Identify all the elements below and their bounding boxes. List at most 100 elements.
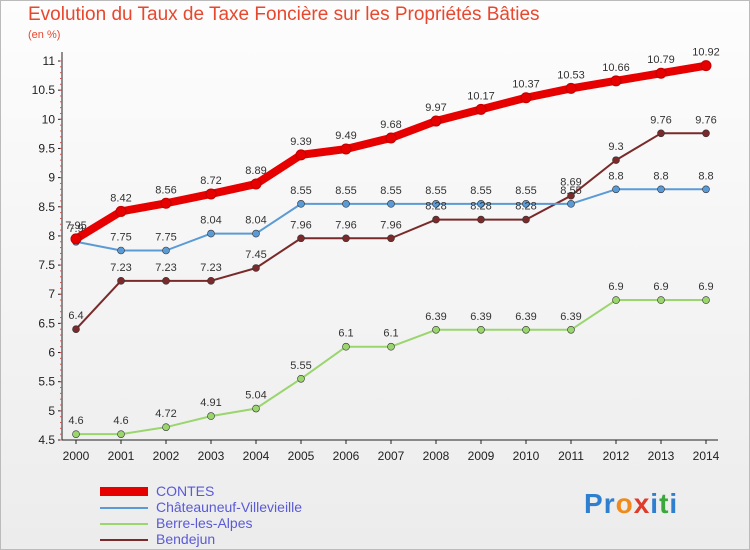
data-point	[522, 215, 530, 224]
data-point	[252, 404, 260, 413]
data-point	[432, 215, 440, 224]
data-label: 8.28	[425, 201, 446, 213]
x-tick-label: 2014	[693, 449, 720, 463]
data-point	[252, 264, 260, 272]
data-label: 8.69	[560, 177, 581, 189]
data-point	[657, 296, 665, 304]
data-label: 8.55	[515, 185, 536, 197]
data-point	[72, 430, 80, 438]
data-label: 6.1	[338, 328, 353, 340]
data-point	[522, 200, 530, 208]
data-point	[567, 325, 575, 334]
data-point	[655, 67, 667, 79]
data-point	[432, 325, 440, 334]
data-point	[477, 215, 485, 224]
data-point	[342, 342, 350, 351]
data-point	[295, 149, 307, 161]
data-label: 9.76	[695, 114, 716, 126]
data-label: 9.3	[608, 141, 623, 153]
data-label: 7.9	[68, 223, 83, 235]
data-point	[342, 234, 350, 243]
x-tick-label: 2013	[648, 449, 675, 463]
data-point	[430, 115, 442, 127]
data-point	[657, 185, 665, 194]
x-tick-label: 2001	[108, 449, 135, 463]
x-tick-label: 2009	[468, 449, 495, 463]
data-point	[700, 60, 712, 72]
data-point	[162, 423, 170, 431]
data-label: 6.4	[68, 310, 83, 322]
data-label: 7.23	[155, 262, 176, 274]
x-tick-label: 2011	[558, 449, 584, 463]
data-point	[475, 103, 487, 115]
data-point	[477, 200, 485, 208]
x-tick-label: 2012	[603, 449, 630, 463]
data-label: 9.76	[650, 114, 671, 126]
unit-label: (en %)	[28, 29, 61, 41]
legend-item-berre: Berre-les-Alpes	[100, 515, 400, 532]
data-label: 4.72	[155, 408, 176, 420]
data-point	[702, 129, 710, 138]
y-tick-label: 11	[43, 54, 56, 68]
y-tick-label: 9	[48, 171, 55, 185]
x-tick-label: 2008	[423, 449, 450, 463]
data-label: 8.55	[425, 185, 446, 197]
data-point	[297, 234, 305, 243]
data-label: 4.6	[113, 415, 128, 427]
data-label: 7.23	[200, 262, 221, 274]
legend-item-contes: CONTES	[100, 483, 400, 500]
y-tick-label: 10	[42, 112, 56, 126]
data-point	[387, 342, 395, 351]
data-label: 8.55	[380, 185, 401, 197]
data-label: 9.49	[335, 130, 356, 142]
data-point	[340, 143, 352, 155]
data-point	[207, 229, 215, 238]
logo-letter: P	[584, 488, 604, 519]
data-label: 8.89	[245, 165, 266, 177]
data-label: 7.96	[290, 219, 311, 231]
data-label: 10.37	[512, 79, 540, 91]
data-label: 8.55	[560, 185, 581, 197]
data-point	[205, 188, 217, 200]
legend: CONTES Châteauneuf-Villevieille Berre-le…	[100, 483, 400, 548]
legend-swatch-bendejun	[100, 539, 148, 541]
data-point	[477, 325, 485, 334]
legend-item-bendejun: Bendejun	[100, 531, 400, 548]
data-label: 7.23	[110, 262, 131, 274]
data-label: 10.53	[557, 69, 585, 81]
data-point	[207, 412, 215, 420]
data-label: 7.95	[65, 220, 86, 232]
data-label: 5.04	[245, 390, 266, 402]
data-label: 4.91	[200, 397, 221, 409]
y-tick-label: 8.5	[38, 200, 55, 214]
data-label: 8.55	[470, 185, 491, 197]
chart-title: Evolution du Taux de Taxe Foncière sur l…	[28, 4, 540, 25]
data-point	[70, 233, 82, 245]
data-label: 6.9	[608, 281, 623, 293]
data-label: 6.39	[515, 311, 536, 323]
data-point	[162, 277, 170, 285]
legend-item-chateauneuf: Châteauneuf-Villevieille	[100, 499, 400, 516]
data-point	[117, 277, 125, 285]
data-point	[387, 200, 395, 208]
y-tick-label: 8	[48, 229, 55, 243]
logo-letter: i	[650, 488, 660, 519]
data-label: 8.8	[608, 170, 623, 182]
data-label: 6.39	[425, 311, 446, 323]
data-point	[612, 156, 620, 164]
y-tick-label: 6.5	[38, 316, 55, 330]
data-label: 10.79	[647, 54, 675, 66]
data-point	[160, 197, 172, 209]
data-point	[567, 200, 575, 208]
data-point	[250, 178, 262, 190]
data-label: 9.97	[425, 102, 446, 114]
legend-label-berre: Berre-les-Alpes	[156, 515, 253, 531]
data-point	[342, 200, 350, 208]
y-tick-label: 5	[48, 404, 55, 418]
data-label: 9.68	[380, 119, 401, 131]
data-point	[657, 129, 665, 138]
data-point	[115, 205, 127, 217]
data-label: 8.55	[290, 185, 311, 197]
data-point	[207, 277, 215, 285]
